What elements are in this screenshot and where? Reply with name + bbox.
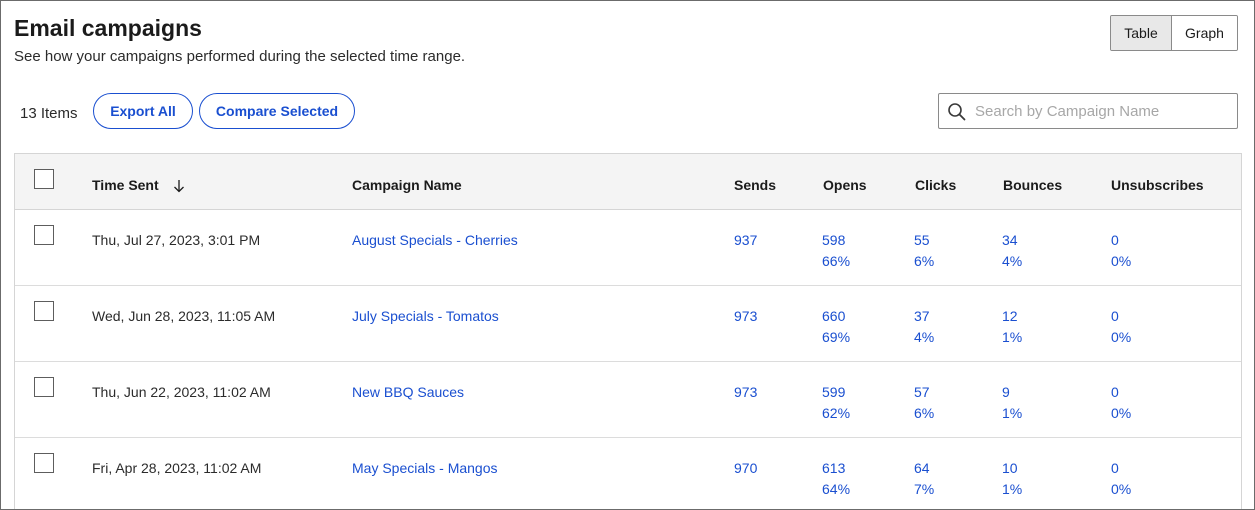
row-checkbox[interactable] xyxy=(34,377,54,397)
opens-count: 598 xyxy=(822,232,846,248)
campaign-name-link[interactable]: August Specials - Cherries xyxy=(352,232,518,248)
table-row: Thu, Jul 27, 2023, 3:01 PM August Specia… xyxy=(15,210,1241,286)
bounces-link[interactable]: 9 1% xyxy=(1002,382,1022,424)
page-subtitle: See how your campaigns performed during … xyxy=(14,48,466,65)
table-header-row: Time Sent Campaign Name Sends Opens Clic… xyxy=(15,154,1241,210)
bounces-count: 9 xyxy=(1002,384,1010,400)
row-checkbox[interactable] xyxy=(34,225,54,245)
sends-link[interactable]: 973 xyxy=(734,308,758,324)
time-sent-cell: Thu, Jul 27, 2023, 3:01 PM xyxy=(92,232,261,248)
opens-count: 660 xyxy=(822,308,846,324)
clicks-percent: 7% xyxy=(914,481,935,497)
column-header-sends[interactable]: Sends xyxy=(734,177,777,193)
bounces-link[interactable]: 12 1% xyxy=(1002,306,1022,348)
clicks-link[interactable]: 64 7% xyxy=(914,458,934,500)
campaign-name-link[interactable]: May Specials - Mangos xyxy=(352,460,498,476)
column-header-time-sent-label: Time Sent xyxy=(92,177,159,193)
bounces-count: 12 xyxy=(1002,308,1018,324)
unsubscribes-percent: 0% xyxy=(1111,405,1132,421)
bounces-percent: 1% xyxy=(1002,405,1023,421)
select-all-checkbox[interactable] xyxy=(34,169,54,189)
search-box xyxy=(938,93,1238,129)
sends-link[interactable]: 970 xyxy=(734,460,758,476)
campaign-name-link[interactable]: July Specials - Tomatos xyxy=(352,308,499,324)
opens-count: 613 xyxy=(822,460,846,476)
bounces-percent: 1% xyxy=(1002,481,1023,497)
clicks-count: 64 xyxy=(914,460,930,476)
campaign-name-link[interactable]: New BBQ Sauces xyxy=(352,384,465,400)
unsubscribes-link[interactable]: 0 0% xyxy=(1111,230,1131,272)
clicks-percent: 4% xyxy=(914,329,935,345)
clicks-count: 37 xyxy=(914,308,930,324)
export-all-button[interactable]: Export All xyxy=(93,93,193,129)
bounces-count: 34 xyxy=(1002,232,1018,248)
opens-link[interactable]: 660 69% xyxy=(822,306,850,348)
sends-link[interactable]: 973 xyxy=(734,384,758,400)
unsubscribes-count: 0 xyxy=(1111,232,1119,248)
column-header-campaign-name[interactable]: Campaign Name xyxy=(352,177,462,193)
unsubscribes-link[interactable]: 0 0% xyxy=(1111,458,1131,500)
bounces-percent: 1% xyxy=(1002,329,1023,345)
campaigns-table: Time Sent Campaign Name Sends Opens Clic… xyxy=(14,153,1242,509)
compare-selected-button[interactable]: Compare Selected xyxy=(199,93,355,129)
clicks-link[interactable]: 57 6% xyxy=(914,382,934,424)
row-checkbox[interactable] xyxy=(34,301,54,321)
items-count: 13 Items xyxy=(20,105,78,122)
time-sent-cell: Thu, Jun 22, 2023, 11:02 AM xyxy=(92,384,271,400)
table-row: Wed, Jun 28, 2023, 11:05 AM July Special… xyxy=(15,286,1241,362)
search-input[interactable] xyxy=(975,95,1230,127)
unsubscribes-link[interactable]: 0 0% xyxy=(1111,306,1131,348)
column-header-unsubscribes[interactable]: Unsubscribes xyxy=(1111,177,1204,193)
view-toggle: Table Graph xyxy=(1110,15,1238,51)
unsubscribes-percent: 0% xyxy=(1111,329,1132,345)
clicks-count: 55 xyxy=(914,232,930,248)
row-checkbox[interactable] xyxy=(34,453,54,473)
opens-percent: 64% xyxy=(822,481,851,497)
clicks-count: 57 xyxy=(914,384,930,400)
clicks-percent: 6% xyxy=(914,405,935,421)
column-header-opens[interactable]: Opens xyxy=(823,177,867,193)
opens-count: 599 xyxy=(822,384,846,400)
graph-view-button[interactable]: Graph xyxy=(1172,16,1237,50)
opens-link[interactable]: 613 64% xyxy=(822,458,850,500)
table-row: Fri, Apr 28, 2023, 11:02 AM May Specials… xyxy=(15,438,1241,509)
sort-arrow-down-icon xyxy=(173,180,184,193)
bounces-link[interactable]: 34 4% xyxy=(1002,230,1022,272)
bounces-count: 10 xyxy=(1002,460,1018,476)
table-view-button[interactable]: Table xyxy=(1111,16,1172,50)
opens-link[interactable]: 598 66% xyxy=(822,230,850,272)
unsubscribes-percent: 0% xyxy=(1111,481,1132,497)
clicks-percent: 6% xyxy=(914,253,935,269)
unsubscribes-count: 0 xyxy=(1111,460,1119,476)
unsubscribes-count: 0 xyxy=(1111,308,1119,324)
bounces-percent: 4% xyxy=(1002,253,1023,269)
page-title: Email campaigns xyxy=(14,15,202,41)
opens-percent: 62% xyxy=(822,405,851,421)
column-header-time-sent[interactable]: Time Sent xyxy=(92,177,185,193)
search-icon xyxy=(948,103,966,121)
opens-link[interactable]: 599 62% xyxy=(822,382,850,424)
unsubscribes-count: 0 xyxy=(1111,384,1119,400)
unsubscribes-link[interactable]: 0 0% xyxy=(1111,382,1131,424)
time-sent-cell: Wed, Jun 28, 2023, 11:05 AM xyxy=(92,308,276,324)
column-header-bounces[interactable]: Bounces xyxy=(1003,177,1063,193)
opens-percent: 69% xyxy=(822,329,851,345)
unsubscribes-percent: 0% xyxy=(1111,253,1132,269)
opens-percent: 66% xyxy=(822,253,851,269)
clicks-link[interactable]: 37 4% xyxy=(914,306,934,348)
column-header-clicks[interactable]: Clicks xyxy=(915,177,957,193)
clicks-link[interactable]: 55 6% xyxy=(914,230,934,272)
time-sent-cell: Fri, Apr 28, 2023, 11:02 AM xyxy=(92,460,262,476)
bounces-link[interactable]: 10 1% xyxy=(1002,458,1022,500)
sends-link[interactable]: 937 xyxy=(734,232,758,248)
table-row: Thu, Jun 22, 2023, 11:02 AM New BBQ Sauc… xyxy=(15,362,1241,438)
